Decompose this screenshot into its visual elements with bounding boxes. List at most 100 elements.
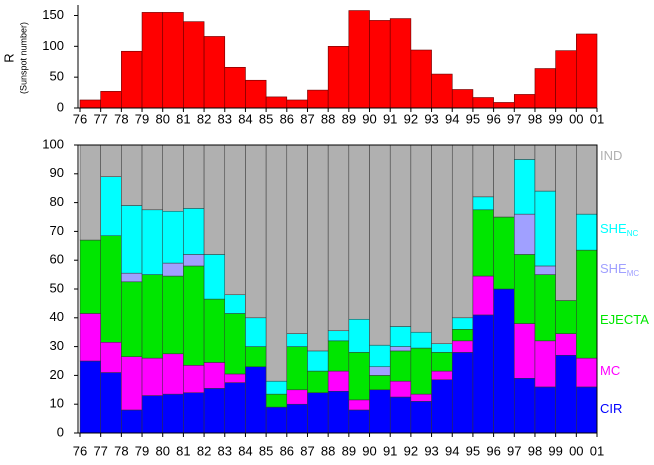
- y-tick-label: 0: [57, 424, 64, 439]
- bar-segment: [121, 356, 143, 411]
- bar-segment: [245, 317, 267, 347]
- y-tick-label: 0: [57, 99, 64, 114]
- bar-segment: [431, 343, 453, 353]
- legend-label: CIR: [600, 401, 622, 416]
- bar-segment: [576, 144, 598, 215]
- bar-segment: [224, 382, 246, 434]
- bar-segment: [141, 357, 163, 396]
- bar: [451, 89, 474, 109]
- legend-label-text: CIR: [600, 401, 622, 416]
- bar-segment: [431, 370, 453, 380]
- bar-segment: [389, 350, 412, 382]
- bar-segment: [183, 365, 205, 393]
- bar-segment: [451, 317, 474, 330]
- legend-label: SHENC: [600, 221, 639, 238]
- bar-segment: [286, 346, 308, 391]
- x-tick-label: 89: [342, 443, 356, 458]
- bar-segment: [555, 354, 577, 434]
- x-tick-label: 98: [528, 443, 542, 458]
- bar-segment: [555, 333, 577, 356]
- bar: [203, 36, 226, 109]
- x-tick-label: 99: [548, 443, 562, 458]
- bar-segment: [534, 144, 556, 192]
- bar-segment: [514, 213, 536, 255]
- bar-segment: [451, 340, 474, 353]
- bar-segment: [369, 389, 391, 434]
- y-tick-label: 100: [42, 38, 64, 53]
- bar-segment: [369, 344, 391, 368]
- bar-segment: [348, 409, 370, 434]
- bar-segment: [410, 393, 432, 402]
- bar-segment: [472, 196, 494, 211]
- x-tick-label: 97: [507, 111, 521, 126]
- x-tick-label: 92: [404, 443, 418, 458]
- bar-segment: [286, 389, 308, 405]
- legend-label-text: IND: [600, 148, 622, 163]
- x-tick-label: 95: [466, 111, 480, 126]
- bar: [534, 68, 556, 109]
- bar-segment: [514, 323, 536, 379]
- bar-segment: [183, 144, 205, 209]
- bar-segment: [162, 262, 184, 277]
- bar-segment: [183, 265, 205, 366]
- x-tick-label: 90: [362, 111, 376, 126]
- x-tick-label: 79: [135, 443, 149, 458]
- x-tick-label: 96: [486, 111, 500, 126]
- bar-segment: [576, 357, 598, 388]
- bar: [389, 18, 412, 109]
- bar: [576, 33, 598, 109]
- x-tick-label: 92: [404, 111, 418, 126]
- bar-segment: [514, 378, 536, 434]
- y-tick-label: 70: [50, 223, 64, 238]
- bar-segment: [534, 190, 556, 267]
- bar-segment: [100, 235, 122, 343]
- bar-segment: [162, 353, 184, 395]
- bar-segment: [410, 347, 432, 395]
- bar-segment: [307, 350, 329, 372]
- bar-segment: [369, 144, 391, 346]
- bar-segment: [410, 144, 432, 333]
- bar-segment: [534, 340, 556, 388]
- bar-segment: [472, 275, 494, 316]
- bar-segment: [389, 380, 412, 398]
- bar: [224, 66, 246, 109]
- y-axis-label: (Sunspot number): [18, 22, 28, 94]
- x-tick-label: 97: [507, 443, 521, 458]
- bar-segment: [245, 366, 267, 434]
- bar-segment: [162, 393, 184, 434]
- bar-segment: [307, 392, 329, 434]
- bar-segment: [327, 144, 350, 332]
- bar-segment: [121, 144, 143, 206]
- x-tick-label: 78: [114, 111, 128, 126]
- legend-label-text: EJECTA: [600, 312, 649, 327]
- bar: [162, 12, 184, 109]
- x-tick-label: 88: [321, 111, 335, 126]
- bar-segment: [369, 366, 391, 376]
- bar-segment: [327, 370, 350, 392]
- bar-segment: [576, 249, 598, 359]
- bar-segment: [79, 360, 101, 434]
- x-tick-label: 93: [424, 443, 438, 458]
- bar-segment: [389, 326, 412, 347]
- bar-segment: [265, 144, 288, 382]
- bar-segment: [162, 144, 184, 212]
- bar-segment: [534, 386, 556, 434]
- x-tick-label: 85: [259, 443, 273, 458]
- x-tick-label: 01: [590, 111, 604, 126]
- bar-segment: [410, 401, 432, 434]
- legend-label-subscript: MC: [627, 269, 640, 278]
- bar-segment: [389, 346, 412, 352]
- x-tick-label: 90: [362, 443, 376, 458]
- legend-label: EJECTA: [600, 312, 649, 327]
- x-tick-label: 95: [466, 443, 480, 458]
- bar-segment: [451, 352, 474, 434]
- x-tick-label: 91: [383, 111, 397, 126]
- bar-segment: [493, 216, 515, 290]
- bar-segment: [514, 144, 536, 160]
- bar-segment: [203, 254, 226, 300]
- bar-segment: [348, 399, 370, 411]
- y-tick-label: 50: [50, 69, 64, 84]
- bar-segment: [493, 288, 515, 434]
- bar-segment: [410, 331, 432, 349]
